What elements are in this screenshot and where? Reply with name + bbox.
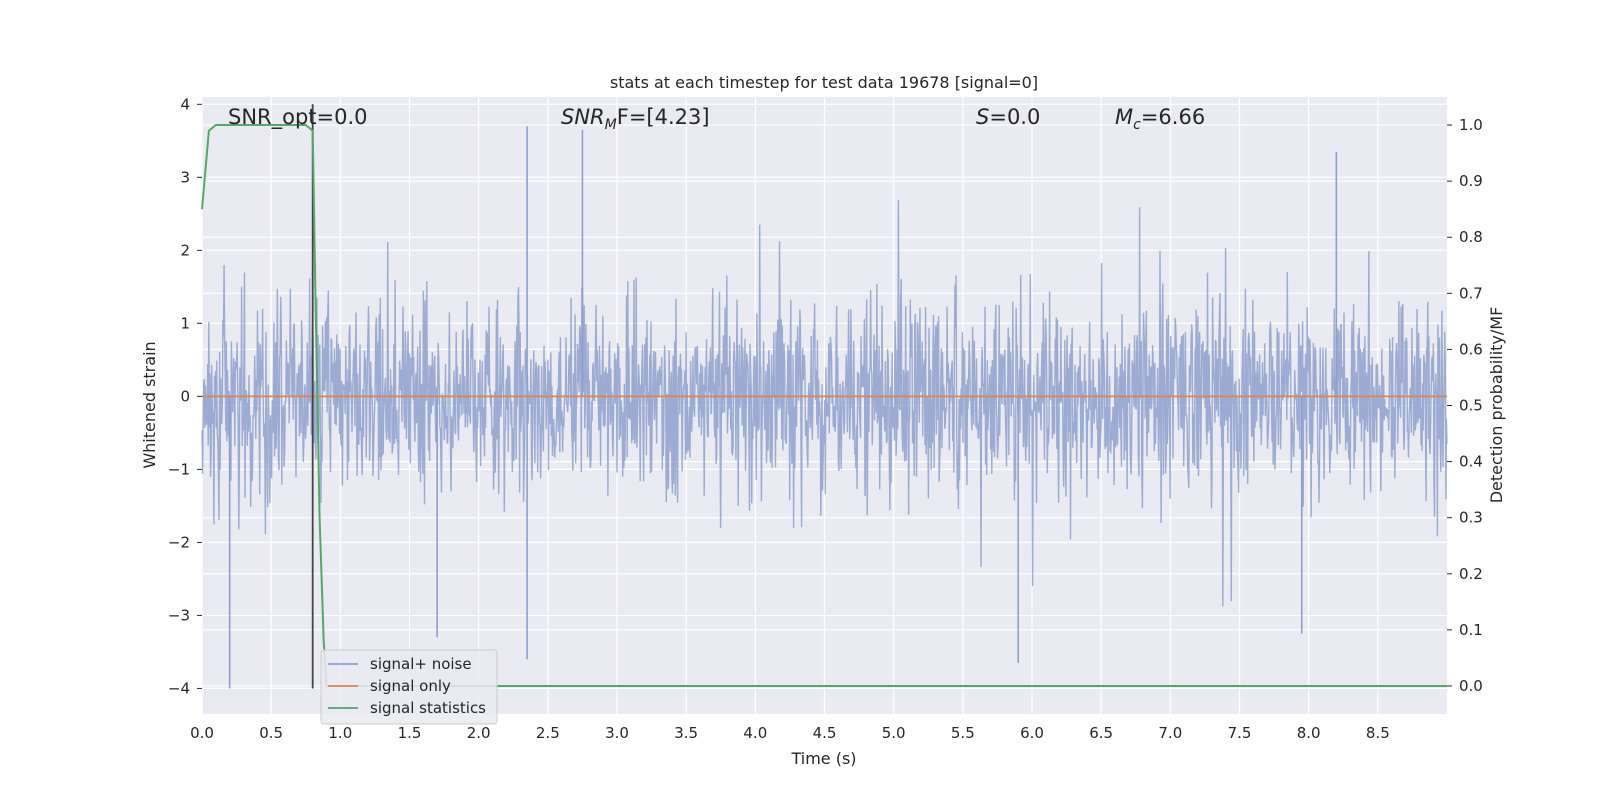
- x-tick-label: 8.0: [1297, 724, 1321, 742]
- y-left-tick-label: 0: [180, 387, 190, 405]
- y-left-tick-label: 4: [180, 95, 190, 113]
- x-tick-label: 6.5: [1089, 724, 1113, 742]
- annotation-snr-mf-rest: F=[4.23]: [617, 105, 710, 129]
- annotation-snr-mf: SNRMF=[4.23]: [561, 105, 710, 133]
- x-tick-label: 5.5: [951, 724, 975, 742]
- x-tick-label: 6.0: [1020, 724, 1044, 742]
- y-right-tick-label: 0.2: [1459, 565, 1483, 583]
- x-tick-label: 0.0: [190, 724, 214, 742]
- annotation-snr-mf-base: SNR: [561, 105, 605, 129]
- x-tick-label: 0.5: [259, 724, 283, 742]
- y-right-tick-label: 0.6: [1459, 340, 1483, 358]
- x-tick-label: 3.5: [674, 724, 698, 742]
- x-tick-label: 5.0: [882, 724, 906, 742]
- legend-label-stats: signal statistics: [370, 699, 486, 717]
- x-tick-label: 7.0: [1158, 724, 1182, 742]
- x-tick-label: 8.5: [1366, 724, 1390, 742]
- annotation-snr-opt: SNR_opt=0.0: [228, 105, 368, 130]
- y-right-tick-label: 0.0: [1459, 677, 1483, 695]
- annotation-s-rest: =0.0: [989, 105, 1040, 129]
- y-left-tick-labels: 4 3 2 1 0 −1 −2 −3 −4: [168, 95, 202, 697]
- y-right-tick-label: 0.8: [1459, 228, 1483, 246]
- x-tick-label: 2.0: [467, 724, 491, 742]
- annotation-s: S=0.0: [976, 105, 1040, 129]
- y-right-tick-labels: 1.0 0.9 0.8 0.7 0.6 0.5 0.4 0.3 0.2 0.1 0.0: [1447, 116, 1483, 695]
- legend: signal+ noise signal only signal statist…: [320, 649, 498, 725]
- legend-label-noise: signal+ noise: [370, 655, 472, 673]
- y-left-tick-label: −2: [168, 533, 190, 551]
- annotation-mc: Mc=6.66: [1115, 105, 1205, 133]
- annotation-snr-mf-sub: M: [605, 117, 617, 133]
- x-tick-label: 1.0: [328, 724, 352, 742]
- y-right-tick-label: 0.4: [1459, 453, 1483, 471]
- y-left-tick-label: 2: [180, 241, 190, 259]
- annotation-mc-base: M: [1115, 105, 1133, 129]
- x-tick-labels: 0.0 0.5 1.0 1.5 2.0 2.5 3.0 3.5 4.0 4.5 5.0 5.5 6.0 6…: [190, 724, 1390, 742]
- y-left-tick-label: −1: [168, 460, 190, 478]
- series-signal-noise: [201, 126, 1448, 689]
- x-tick-label: 4.5: [813, 724, 837, 742]
- legend-box: [320, 649, 498, 725]
- y-right-tick-label: 0.1: [1459, 621, 1483, 639]
- y-right-tick-label: 0.3: [1459, 509, 1483, 527]
- y-right-tick-label: 0.7: [1459, 284, 1483, 302]
- x-tick-label: 1.5: [398, 724, 422, 742]
- y-right-tick-label: 0.5: [1459, 397, 1483, 415]
- y-left-tick-label: −4: [168, 679, 190, 697]
- y-right-tick-label: 1.0: [1459, 116, 1483, 134]
- y-axis-left-label: Whitened strain: [140, 341, 159, 468]
- noise-line: [201, 199, 1448, 607]
- y-axis-right-label: Detection probability/MF: [1487, 307, 1506, 504]
- y-right-tick-label: 0.9: [1459, 172, 1483, 190]
- y-left-tick-label: 1: [180, 314, 190, 332]
- annotation-s-italic: S: [976, 105, 989, 129]
- y-left-tick-label: −3: [168, 606, 190, 624]
- x-tick-label: 7.5: [1228, 724, 1252, 742]
- x-axis-label: Time (s): [790, 749, 856, 768]
- y-left-tick-label: 3: [180, 168, 190, 186]
- legend-label-signal: signal only: [370, 677, 451, 695]
- x-tick-label: 2.5: [536, 724, 560, 742]
- x-tick-label: 4.0: [743, 724, 767, 742]
- x-tick-label: 3.0: [605, 724, 629, 742]
- annotation-mc-sub: c: [1133, 117, 1141, 133]
- annotation-mc-rest: =6.66: [1141, 105, 1205, 129]
- chart-title: stats at each timestep for test data 196…: [610, 73, 1038, 92]
